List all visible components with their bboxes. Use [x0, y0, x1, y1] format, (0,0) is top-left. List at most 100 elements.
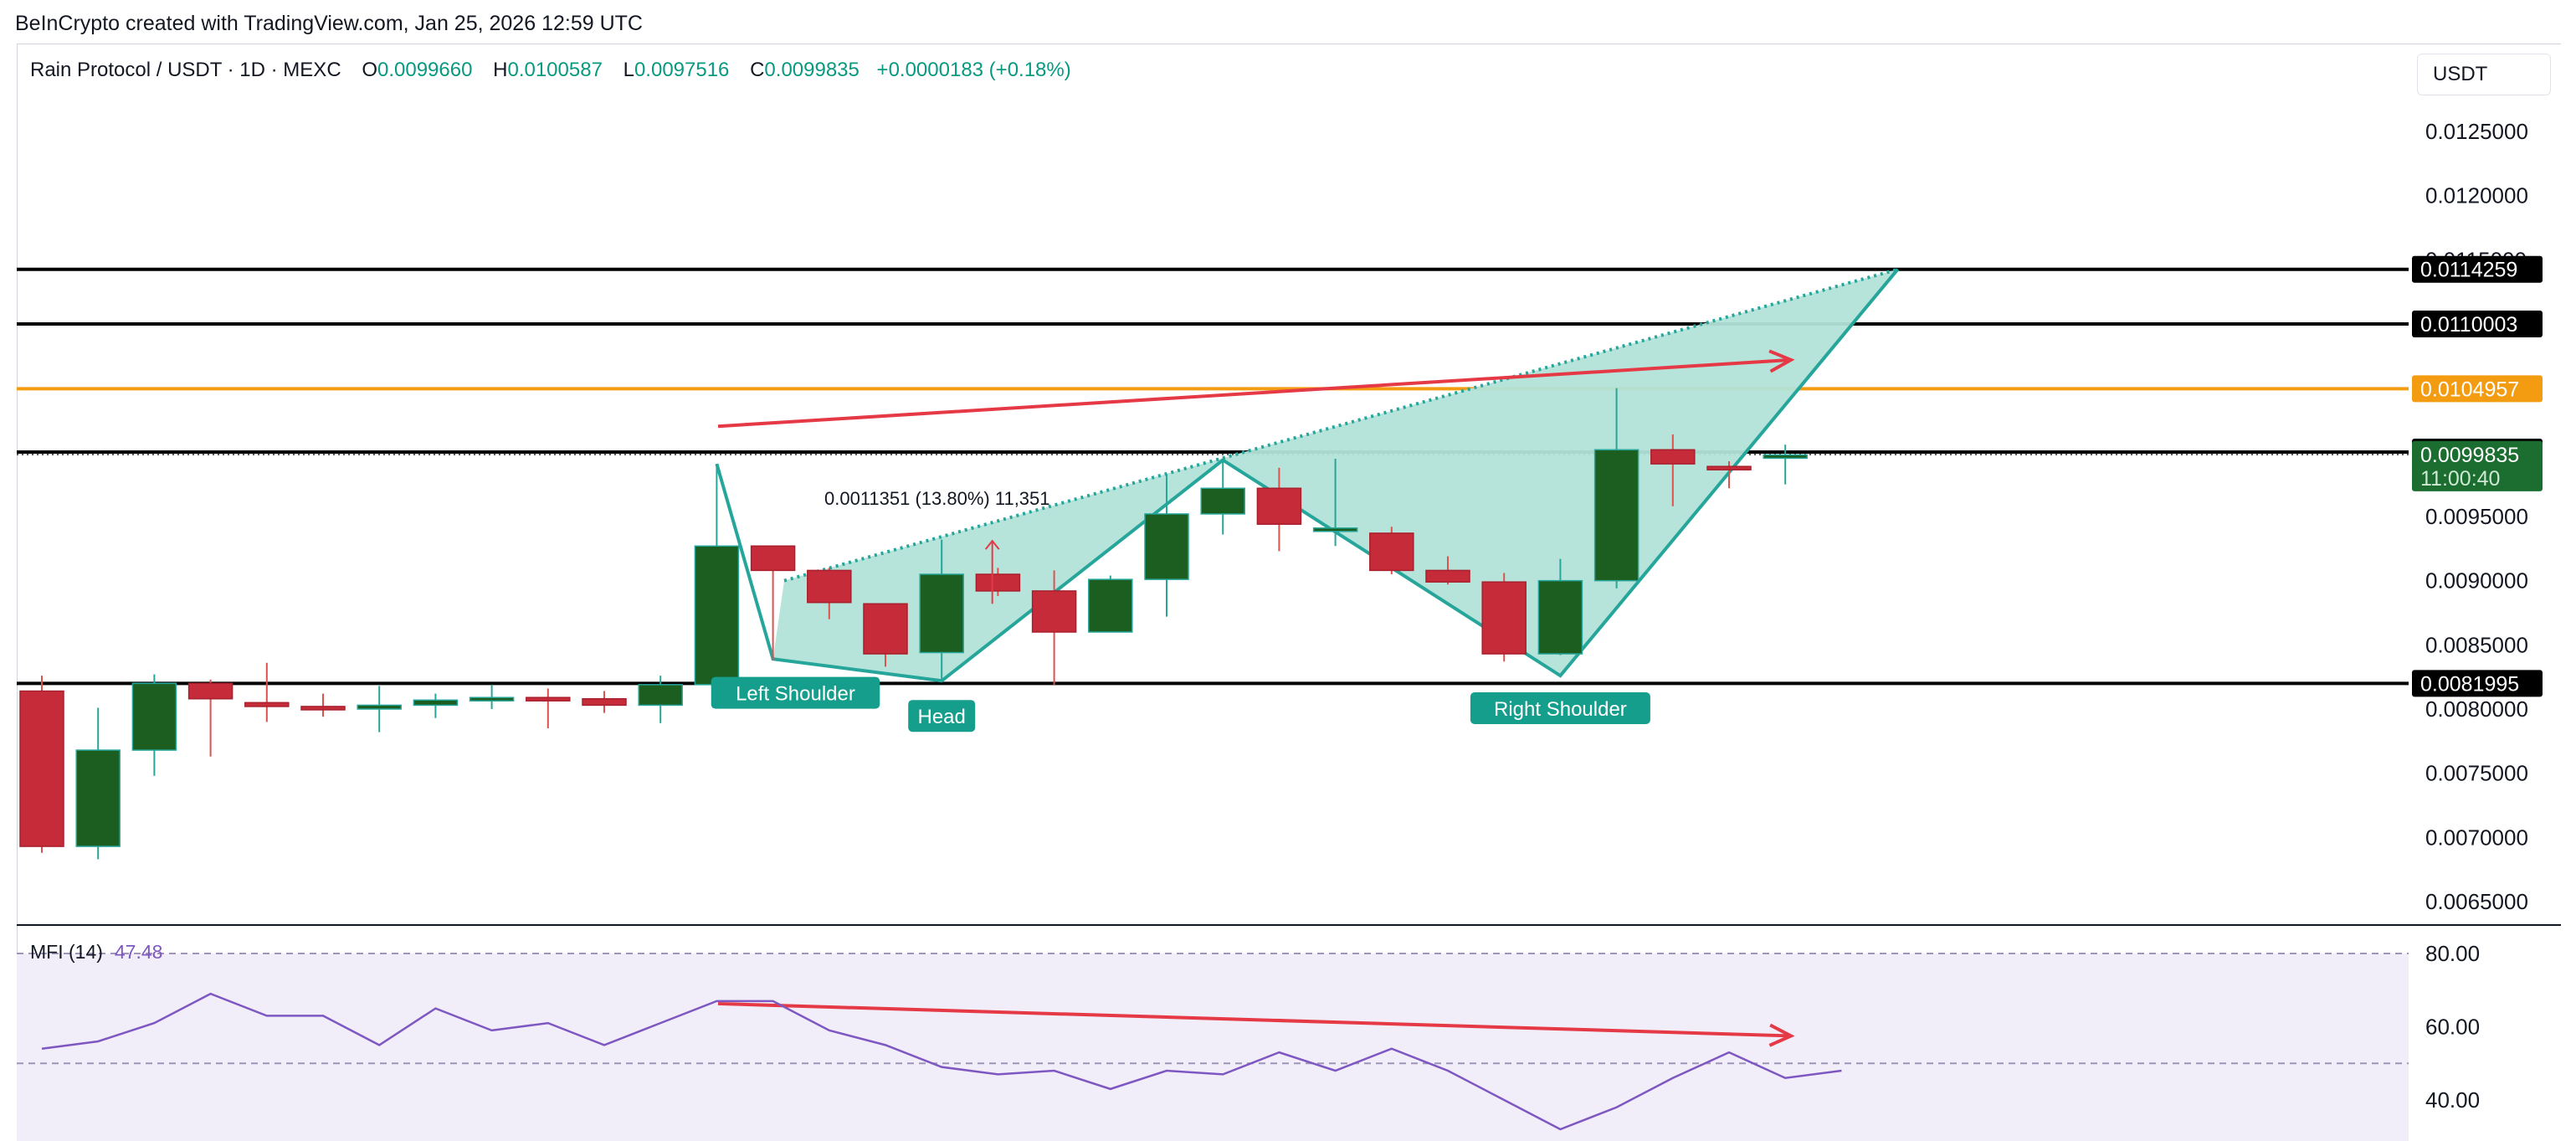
- candle-body: [244, 702, 290, 707]
- candle: [1369, 527, 1414, 574]
- candle-body: [975, 573, 1021, 592]
- last-price-countdown: 11:00:40: [2420, 467, 2500, 491]
- candle: [469, 684, 515, 709]
- level-price-tag-text: 0.0081995: [2420, 672, 2519, 696]
- currency-selector[interactable]: USDT: [2417, 54, 2551, 95]
- candle: [1593, 388, 1640, 588]
- level-price-tag-bg: [2412, 375, 2543, 403]
- candle: [1537, 558, 1583, 655]
- candle: [357, 686, 402, 732]
- level-price-tag: 0.0114259: [2412, 255, 2543, 283]
- candle: [975, 568, 1021, 597]
- mfi-current-value: 47.48: [114, 941, 163, 963]
- mfi-tick-label: 80.00: [2425, 941, 2480, 966]
- candle-body: [19, 690, 64, 847]
- price-tick-label: 0.0075000: [2425, 761, 2528, 786]
- candle-body: [1537, 579, 1583, 655]
- level-price-tag-bg: [2412, 255, 2543, 283]
- currency-label: USDT: [2433, 63, 2488, 85]
- pattern-outline: [715, 268, 1900, 683]
- price-tick-label: 0.0080000: [2425, 696, 2528, 722]
- open-label: O: [362, 59, 377, 81]
- candle-body: [863, 603, 908, 655]
- candle: [300, 693, 346, 717]
- candle: [244, 662, 290, 722]
- mfi-tick-label: 60.00: [2425, 1015, 2480, 1040]
- candle: [1144, 474, 1189, 617]
- candle: [1650, 434, 1696, 506]
- candle-body: [357, 704, 402, 710]
- chart-frame: [17, 44, 2561, 1141]
- mfi-legend: MFI (14) 47.48: [30, 941, 162, 964]
- candle-body: [807, 569, 852, 604]
- candle-body: [187, 682, 233, 700]
- pattern-label-text: Left Shoulder: [736, 683, 855, 706]
- candle-body: [1593, 449, 1640, 582]
- price-tick-label: 0.0065000: [2425, 889, 2528, 914]
- open-value: 0.0099660: [377, 59, 473, 81]
- level-price-tag: 0.0081995: [2412, 670, 2543, 697]
- pattern-label-bg: [1470, 692, 1650, 724]
- candle-body: [1200, 487, 1245, 515]
- last-price-tag-text: 0.0099835: [2420, 444, 2519, 467]
- high-label: H: [493, 59, 508, 81]
- candle-body: [1369, 532, 1414, 572]
- candle: [863, 603, 908, 667]
- high-value: 0.0100587: [507, 59, 603, 81]
- level-price-tag: 0.0110003: [2412, 310, 2543, 337]
- candle-body: [1425, 569, 1470, 583]
- candle: [413, 693, 459, 718]
- candle-body: [750, 545, 796, 572]
- price-tick-label: 0.0070000: [2425, 825, 2528, 850]
- pattern-label: Head: [908, 700, 976, 732]
- pattern-label-text: Right Shoulder: [1494, 698, 1627, 721]
- candle: [526, 688, 571, 728]
- pattern-label-bg: [711, 676, 880, 709]
- candle-body: [694, 545, 740, 686]
- pattern-label: Left Shoulder: [711, 676, 880, 709]
- low-value: 0.0097516: [634, 59, 730, 81]
- level-price-tag-bg: [2412, 310, 2543, 337]
- mfi-tick-label: 40.00: [2425, 1087, 2480, 1113]
- candle: [187, 679, 233, 757]
- mfi-title[interactable]: MFI (14): [30, 941, 103, 963]
- candle: [582, 691, 627, 713]
- change-value: +0.0000183 (+0.18%): [876, 59, 1071, 81]
- candle: [1031, 570, 1077, 685]
- pattern-neckline: [783, 267, 1899, 583]
- candle: [1200, 460, 1245, 535]
- pattern-label-text: Head: [918, 706, 966, 728]
- candle: [1763, 445, 1808, 485]
- candle-body: [638, 684, 683, 707]
- candle: [1481, 573, 1527, 662]
- close-label: C: [750, 59, 765, 81]
- candle-body: [1763, 454, 1808, 460]
- price-tick-label: 0.0120000: [2425, 183, 2528, 208]
- low-label: L: [623, 59, 634, 81]
- level-price-tag-text: 0.0114259: [2420, 259, 2517, 282]
- candle: [75, 707, 121, 860]
- candle-body: [526, 696, 571, 702]
- last-price-tag-bg: [2412, 440, 2543, 491]
- candle-body: [1031, 590, 1077, 633]
- close-value: 0.0099835: [764, 59, 860, 81]
- mfi-band-fill: [17, 953, 2409, 1141]
- candle-body: [919, 573, 964, 654]
- pattern-label-bg: [908, 700, 976, 732]
- price-trend-arrow-head: [1768, 349, 1795, 373]
- mfi-line: [41, 992, 1842, 1131]
- price-tick-label: 0.0125000: [2425, 119, 2528, 144]
- candle: [19, 676, 64, 853]
- candle-body: [1481, 581, 1527, 655]
- symbol-title[interactable]: Rain Protocol / USDT · 1D · MEXC: [30, 59, 341, 81]
- credit-text: BeInCrypto created with TradingView.com,…: [15, 12, 643, 35]
- level-price-tag: 0.0104957: [2412, 375, 2543, 403]
- price-trend-arrow: [717, 357, 1792, 429]
- candle-body: [413, 699, 459, 707]
- candle-body: [582, 697, 627, 707]
- price-tick-label: 0.0085000: [2425, 632, 2528, 657]
- candle-body: [1312, 527, 1358, 532]
- candle-body: [1706, 465, 1752, 470]
